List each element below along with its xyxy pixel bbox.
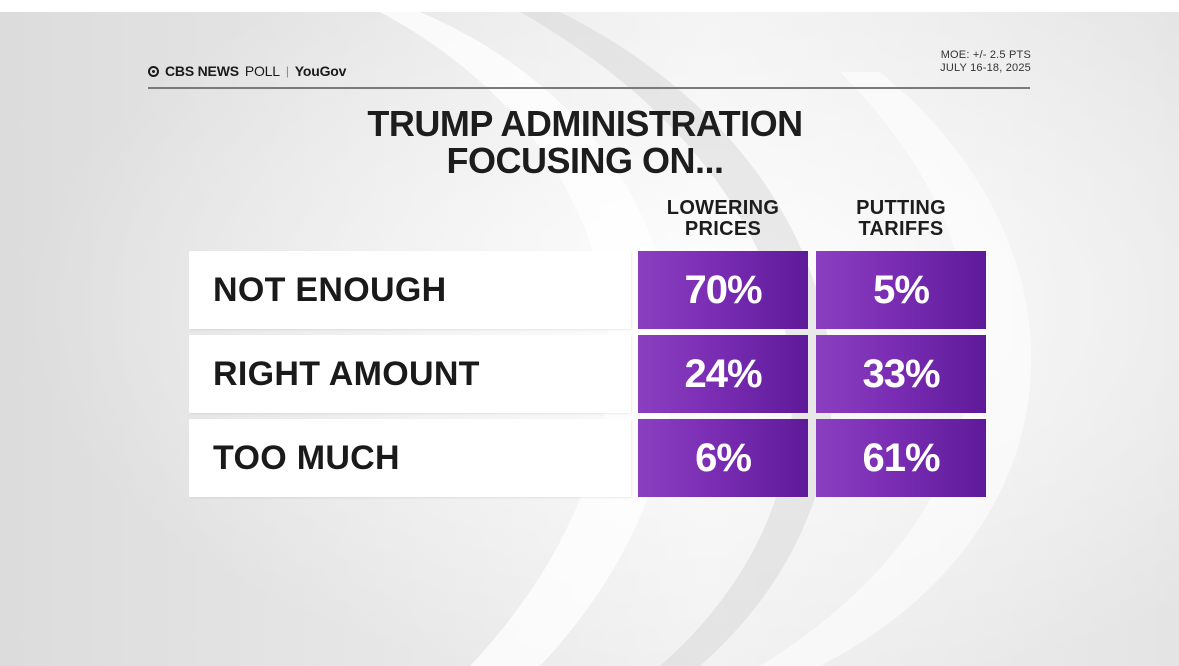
- brand-logo: CBS NEWS POLL | YouGov: [148, 63, 346, 79]
- cell-value: 24%: [684, 351, 762, 396]
- cell-value: 61%: [862, 435, 940, 480]
- margin-of-error: MOE: +/- 2.5 PTS: [940, 49, 1031, 61]
- cell-value: 6%: [695, 435, 752, 480]
- cell-value: 5%: [873, 267, 930, 312]
- cell-right-amount-putting-tariffs: 33%: [816, 335, 986, 413]
- cell-too-much-lowering-prices: 6%: [638, 419, 808, 497]
- brand-network: CBS NEWS: [165, 63, 239, 79]
- poll-graphic: CBS NEWS POLL | YouGov MOE: +/- 2.5 PTS …: [0, 12, 1179, 666]
- column-header-lowering-prices: LOWERING PRICES: [638, 198, 808, 240]
- header-divider: [148, 87, 1030, 89]
- column-header-line: LOWERING: [666, 197, 780, 219]
- row-label-too-much: TOO MUCH: [189, 419, 631, 497]
- chart-title-line2: FOCUSING ON...: [446, 140, 724, 181]
- column-header-putting-tariffs: PUTTING TARIFFS: [816, 198, 986, 240]
- row-label-text: NOT ENOUGH: [213, 270, 447, 309]
- brand-poll: POLL: [244, 63, 280, 79]
- column-header-line: PUTTING: [856, 197, 946, 219]
- cell-right-amount-lowering-prices: 24%: [638, 335, 808, 413]
- column-header-line: TARIFFS: [858, 218, 944, 240]
- row-label-not-enough: NOT ENOUGH: [189, 251, 631, 329]
- poll-meta: MOE: +/- 2.5 PTS JULY 16-18, 2025: [940, 49, 1031, 75]
- poll-dates: JULY 16-18, 2025: [940, 62, 1031, 74]
- cell-not-enough-lowering-prices: 70%: [638, 251, 808, 329]
- brand-partner: YouGov: [294, 63, 347, 79]
- cell-value: 70%: [684, 267, 762, 312]
- cell-not-enough-putting-tariffs: 5%: [816, 251, 986, 329]
- row-label-text: TOO MUCH: [213, 438, 400, 477]
- cell-value: 33%: [862, 351, 940, 396]
- row-label-text: RIGHT AMOUNT: [213, 354, 480, 393]
- column-header-line: PRICES: [684, 218, 762, 240]
- brand-separator: |: [285, 64, 289, 78]
- row-label-right-amount: RIGHT AMOUNT: [189, 335, 631, 413]
- cell-too-much-putting-tariffs: 61%: [816, 419, 986, 497]
- chart-title-line1: TRUMP ADMINISTRATION: [367, 103, 803, 144]
- cbs-eye-icon: [148, 65, 159, 77]
